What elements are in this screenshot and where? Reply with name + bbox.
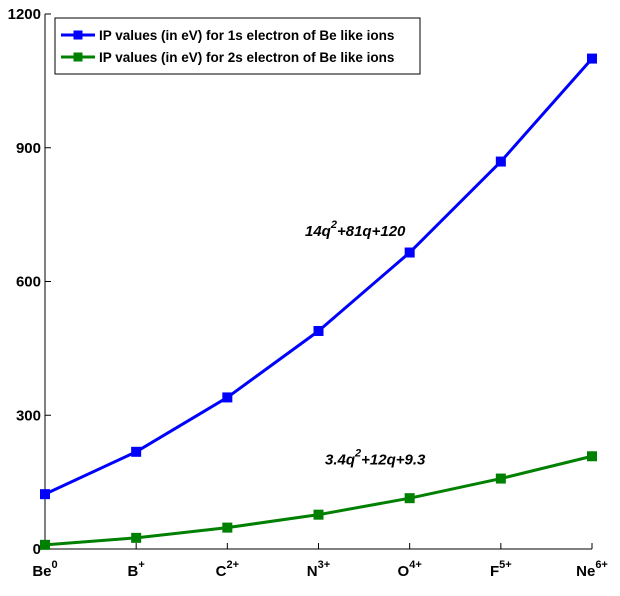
x-tick-label-superscript: 0 <box>52 559 58 571</box>
x-tick-label-f: F5+ <box>490 559 512 580</box>
series-1-point <box>495 156 506 167</box>
legend-label-2: IP values (in eV) for 2s electron of Be … <box>99 50 394 65</box>
x-tick-label-o: O4+ <box>398 559 422 580</box>
x-tick-label-base: N <box>307 563 318 580</box>
legend-label-1: IP values (in eV) for 1s electron of Be … <box>99 28 394 43</box>
series-2-point <box>222 522 233 533</box>
series-1-line <box>44 57 594 496</box>
series-2-point <box>131 532 142 543</box>
x-tick-label-superscript: 5+ <box>499 559 512 571</box>
series-2-point <box>404 493 415 504</box>
x-tick-label-n: N3+ <box>307 559 330 580</box>
x-tick-label-b: B+ <box>128 559 145 580</box>
annotation-superscript: 2 <box>354 447 361 459</box>
x-tick-label-base: Ne <box>576 563 595 580</box>
annotation-text: +12q+9.3 <box>361 451 426 468</box>
plot-area <box>45 14 592 549</box>
series-1-point <box>222 392 233 403</box>
x-tick-label-base: O <box>398 563 410 580</box>
x-tick-label-base: C <box>216 563 227 580</box>
y-tick-label-900: 900 <box>16 140 41 157</box>
x-tick-label-superscript: 4+ <box>409 559 422 571</box>
series-2-point <box>40 539 50 550</box>
series-1-point <box>131 446 142 457</box>
series-1-point <box>313 325 324 336</box>
series-1-point <box>404 247 415 258</box>
x-tick-label-superscript: 6+ <box>595 559 608 571</box>
annotation-text: 3.4q <box>325 451 355 468</box>
series-1-point <box>587 53 597 64</box>
x-tick-label-be: Be0 <box>32 559 57 580</box>
x-tick-label-superscript: 2+ <box>226 559 239 571</box>
x-tick-label-c: C2+ <box>216 559 239 580</box>
annotation-text: 14q <box>305 223 331 240</box>
legend-swatch-marker-2 <box>73 52 83 62</box>
x-tick-label-base: B <box>128 563 139 580</box>
annotation-text: +81q+120 <box>337 223 406 240</box>
legend-swatch-marker-1 <box>73 30 83 40</box>
x-tick-label-base: F <box>490 563 499 580</box>
y-tick-label-300: 300 <box>16 407 41 424</box>
legend-box <box>54 17 421 75</box>
annotation-equation-1: 14q2+81q+120 <box>305 219 406 240</box>
series-2-point <box>587 451 597 462</box>
y-tick-label-600: 600 <box>16 274 41 291</box>
x-tick-label-superscript: + <box>138 559 144 571</box>
y-tick-label-1200: 1200 <box>8 6 41 23</box>
series-2-line <box>44 454 593 547</box>
x-tick-label-base: Be <box>32 563 51 580</box>
y-tick-label-0: 0 <box>33 541 41 558</box>
series-1-point <box>40 489 50 500</box>
x-tick-label-ne: Ne6+ <box>576 559 608 580</box>
x-tick-label-superscript: 3+ <box>318 559 331 571</box>
series-2-point <box>495 473 506 484</box>
annotation-superscript: 2 <box>330 219 337 231</box>
series-2-point <box>313 509 324 520</box>
annotation-equation-2: 3.4q2+12q+9.3 <box>325 447 426 468</box>
